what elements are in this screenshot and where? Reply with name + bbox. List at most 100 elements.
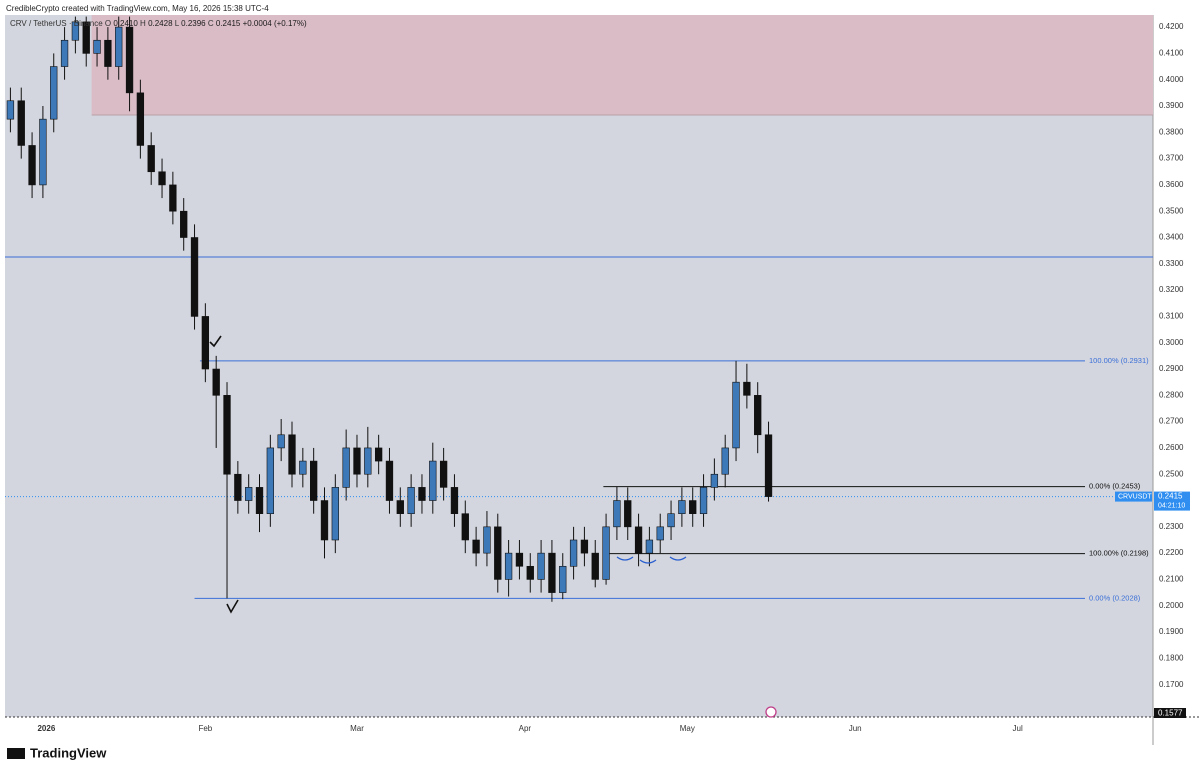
level-label: 0.00% (0.2028)	[1089, 593, 1141, 602]
candle-body	[374, 447, 383, 462]
candle-body	[212, 368, 220, 396]
y-tick-label: 0.3300	[1159, 259, 1184, 268]
credit: CredibleCrypto created with TradingView.…	[6, 4, 269, 13]
candle-body	[342, 447, 350, 488]
candle-body	[50, 66, 58, 120]
candle-body	[385, 460, 394, 501]
y-tick-label: 0.2800	[1159, 390, 1184, 399]
candle-body	[429, 460, 437, 501]
candle-body	[515, 552, 524, 567]
y-tick-label: 0.2500	[1159, 469, 1184, 478]
y-tick-label: 0.4000	[1159, 75, 1184, 84]
candle-body	[710, 473, 719, 488]
candle-body	[537, 552, 545, 580]
candles	[6, 16, 773, 602]
annotations	[209, 335, 777, 718]
y-tick-label: 0.1700	[1159, 680, 1184, 689]
check-mark	[226, 599, 239, 614]
y-tick-label: 0.3900	[1159, 101, 1184, 110]
candle-body	[299, 460, 307, 475]
candle-body	[450, 487, 459, 514]
x-tick-label: 2026	[37, 724, 55, 733]
candle-body	[461, 513, 469, 541]
field-label: C	[208, 19, 214, 28]
field-value: 0.2396	[181, 19, 206, 28]
candle-body	[255, 487, 264, 514]
y-tick-label: 0.2000	[1159, 601, 1184, 610]
candle-body	[320, 500, 329, 541]
candle-body	[104, 39, 112, 67]
candle-body	[732, 381, 740, 449]
candle-body	[277, 434, 285, 449]
arc	[669, 556, 687, 561]
candle-body	[353, 447, 361, 475]
candle-body	[634, 526, 643, 554]
y-tick-label: 0.3600	[1159, 180, 1184, 189]
candle-body	[472, 539, 480, 554]
y-tick-label: 0.2600	[1159, 443, 1184, 452]
price-tag-label: 0.2415	[1158, 492, 1183, 501]
supply-zone	[91, 15, 1154, 115]
scale-bottom-box	[1154, 708, 1186, 718]
field-value: 0.2415	[216, 19, 241, 28]
level-label: 0.00% (0.2453)	[1089, 482, 1141, 491]
candle-body	[721, 447, 729, 475]
candle-body	[526, 565, 534, 580]
candle-body	[266, 447, 274, 514]
arc	[639, 559, 657, 564]
countdown-label: 04:21:10	[1158, 502, 1185, 509]
candle-body	[548, 552, 556, 593]
field-value: 0.2410	[113, 19, 138, 28]
candle-body	[169, 184, 177, 212]
candle-body	[223, 395, 231, 475]
brand: TradingView	[30, 745, 107, 760]
y-tick-label: 0.4200	[1159, 22, 1184, 31]
candle-body	[234, 473, 242, 501]
scale-bottom-label: 0.1577	[1158, 709, 1183, 718]
candle-body	[678, 500, 686, 514]
y-tick-label: 0.3500	[1159, 206, 1184, 215]
level-label: 100.00% (0.2931)	[1089, 356, 1149, 365]
candle-body	[580, 539, 589, 554]
field-label: L	[175, 19, 180, 28]
candle-body	[364, 447, 372, 475]
x-tick-label: Apr	[519, 724, 532, 733]
y-tick-label: 0.3100	[1159, 312, 1184, 321]
candle-body	[201, 316, 210, 370]
candle-body	[39, 118, 47, 186]
event-icon[interactable]	[765, 706, 777, 718]
candle-body	[754, 395, 762, 436]
y-tick-label: 0.3800	[1159, 127, 1184, 136]
y-tick-label: 0.3400	[1159, 233, 1184, 242]
y-tick-label: 0.2900	[1159, 364, 1184, 373]
candle-body	[645, 539, 654, 554]
symbol-tag	[1115, 491, 1152, 502]
candle-body	[245, 487, 253, 501]
symbol-tag-label: CRVUSDT	[1118, 493, 1152, 500]
x-tick-label: Mar	[350, 724, 364, 733]
candle-body	[591, 552, 599, 580]
candle-body	[624, 500, 632, 528]
candle-body	[504, 552, 513, 580]
overlays	[5, 15, 1154, 599]
candle-body	[743, 381, 751, 396]
candle-body	[310, 460, 318, 501]
y-tick-label: 0.3200	[1159, 285, 1184, 294]
level-label: 100.00% (0.2198)	[1089, 549, 1149, 558]
arc	[616, 556, 634, 561]
candle-body	[180, 210, 188, 238]
candle-body	[699, 487, 708, 514]
x-tick-label: Jul	[1013, 724, 1023, 733]
plot-background	[5, 15, 1153, 717]
candle-body	[71, 21, 80, 41]
change: +0.0004 (+0.17%)	[243, 19, 307, 28]
candle-body	[158, 171, 166, 186]
candle-body	[396, 500, 404, 514]
y-tick-label: 0.3000	[1159, 338, 1184, 347]
y-tick-label: 0.2100	[1159, 575, 1184, 584]
candle-body	[115, 26, 123, 67]
candle-body	[667, 513, 675, 528]
logo-mark	[7, 748, 25, 759]
field-label: H	[140, 19, 146, 28]
